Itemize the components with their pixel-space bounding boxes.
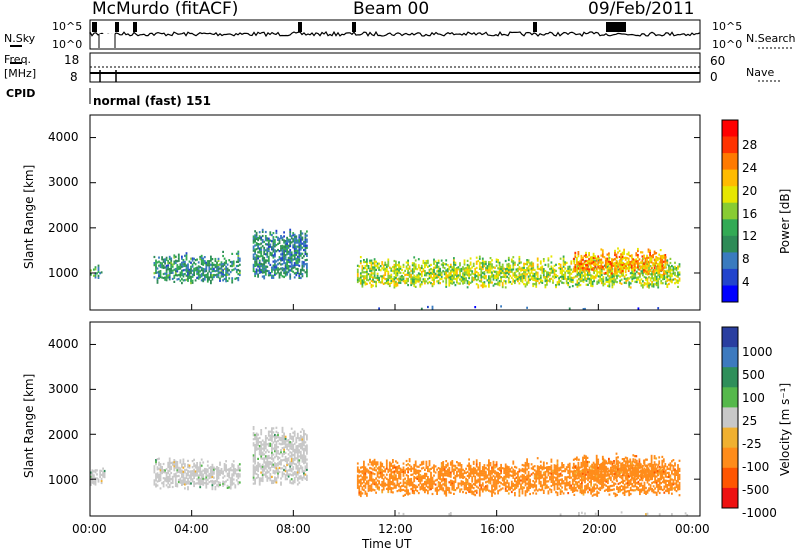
velocity-colorbar-cell	[722, 447, 738, 469]
power-echo-band	[572, 247, 667, 276]
nsky-spike	[298, 22, 302, 32]
xtick-0000: 00:00	[72, 522, 107, 536]
power-colorbar-cell	[722, 219, 738, 237]
power-echo-band	[378, 305, 660, 311]
nsearch-label: N.Search	[746, 32, 796, 45]
nsky-spike	[606, 22, 626, 32]
velocity-echo-band	[252, 426, 308, 486]
freq-unit: [MHz]	[4, 67, 37, 80]
power-cbtick-28: 28	[742, 138, 758, 152]
power-colorbar-cell	[722, 136, 738, 154]
xtick-2000: 20:00	[582, 522, 617, 536]
velocity-cbtick-m100: -100	[742, 460, 770, 474]
nsky-gap	[99, 34, 115, 48]
velocity-cbtick-100: 100	[742, 391, 765, 405]
velocity-echo-band	[398, 511, 689, 517]
power-colorbar-cell	[722, 186, 738, 204]
nsky-spike	[352, 22, 356, 32]
power-ytick-2000: 2000	[48, 221, 79, 235]
nsky-panel-frame	[89, 19, 701, 50]
date-title: 09/Feb/2011	[588, 0, 695, 19]
x-axis-label: Time UT	[362, 537, 412, 551]
power-colorbar-cell	[722, 235, 738, 253]
velocity-colorbar-cell	[722, 347, 738, 368]
cpid-label: CPID	[6, 87, 36, 100]
nsky-trace	[89, 30, 701, 38]
velocity-cbtick-m1000: -1000	[742, 506, 777, 520]
velocity-ytick-3000: 3000	[48, 382, 79, 396]
velocity-cbtick-25: 25	[742, 414, 758, 428]
xtick-0800: 08:00	[276, 522, 311, 536]
nsky-spike	[92, 22, 97, 32]
velocity-colorbar-cell	[722, 407, 738, 428]
nave-tick-bottom: 0	[710, 70, 718, 84]
xtick-1200: 12:00	[378, 522, 413, 536]
velocity-cbtick-m25: -25	[742, 437, 762, 451]
nave-label: Nave	[746, 66, 775, 79]
velocity-echo-band	[572, 452, 667, 482]
power-colorbar-cell	[722, 169, 738, 187]
velocity-colorbar-cell	[722, 387, 738, 408]
nsearch-tick-top: 10^5	[712, 20, 743, 33]
power-cbtick-20: 20	[742, 184, 758, 198]
cpid-value: normal (fast) 151	[93, 94, 211, 108]
power-cbtick-12: 12	[742, 229, 758, 243]
power-colorbar-cell	[722, 268, 738, 286]
velocity-colorbar-cell	[722, 427, 738, 449]
power-ytick-4000: 4000	[48, 130, 79, 144]
nsky-tick-bottom: 10^0	[52, 38, 83, 51]
power-echo-band	[153, 250, 241, 285]
power-colorbar-cell	[722, 202, 738, 220]
velocity-colorbar-cell	[722, 467, 738, 489]
station-title: McMurdo (fitACF)	[92, 0, 239, 19]
nave-tick-top: 60	[710, 54, 726, 68]
velocity-cbtick-500: 500	[742, 368, 765, 382]
velocity-echo-band	[90, 467, 106, 486]
xtick-0400: 04:00	[174, 522, 209, 536]
freq-tick-bottom: 8	[70, 70, 78, 84]
velocity-colorbar-cell	[722, 327, 738, 348]
power-cbtick-4: 4	[742, 275, 750, 289]
velocity-cbtick-1000: 1000	[742, 345, 773, 359]
velocity-colorbar-cell	[722, 487, 738, 509]
beam-title: Beam 00	[353, 0, 430, 19]
velocity-ytick-1000: 1000	[48, 473, 79, 487]
xtick-1600: 16:00	[480, 522, 515, 536]
power-colorbar-cell	[722, 120, 738, 137]
nsky-label: N.Sky	[4, 32, 36, 45]
velocity-ytick-2000: 2000	[48, 428, 79, 442]
power-cbtick-16: 16	[742, 207, 758, 221]
power-echo-band	[90, 264, 103, 279]
velocity-ytick-4000: 4000	[48, 337, 79, 351]
velocity-echo-band	[153, 457, 241, 491]
power-ytick-1000: 1000	[48, 266, 79, 280]
velocity-colorbar-cell	[722, 367, 738, 388]
velocity-cbtick-m500: -500	[742, 483, 770, 497]
nsearch-tick-bottom: 10^0	[712, 38, 743, 51]
power-ytick-3000: 3000	[48, 175, 79, 189]
power-cbtick-24: 24	[742, 161, 758, 175]
xtick-2400: 00:00	[675, 522, 710, 536]
power-cbtick-8: 8	[742, 252, 750, 266]
power-colorbar-frame	[721, 119, 739, 303]
freq-label: Freq.	[4, 53, 32, 66]
power-colorbar-cell	[722, 252, 738, 270]
power-colorbar-cell	[722, 285, 738, 303]
power-echo-band	[252, 228, 308, 280]
power-echo-band	[356, 255, 681, 289]
velocity-colorbar-frame	[721, 326, 739, 509]
nsky-spike	[133, 22, 137, 32]
power-colorbar-cell	[722, 153, 738, 171]
nsky-tick-top: 10^5	[52, 20, 83, 33]
nsky-spike	[115, 22, 119, 32]
nsky-spike	[533, 22, 537, 32]
freq-tick-top: 18	[64, 53, 80, 67]
